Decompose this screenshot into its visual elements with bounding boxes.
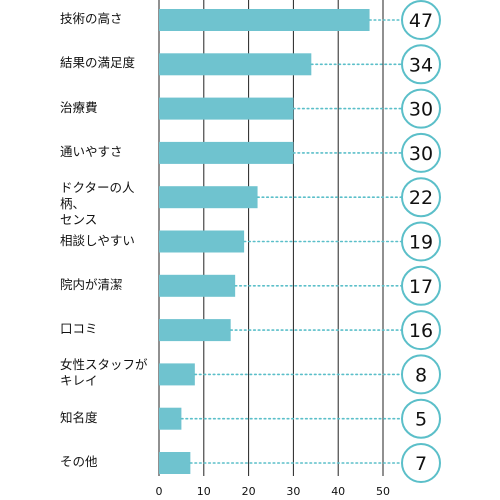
bar: [159, 319, 231, 342]
x-tick-label: 10: [197, 485, 211, 498]
category-label: 技術の高さ: [60, 11, 123, 26]
data-label: 30: [409, 143, 433, 165]
bar: [159, 53, 312, 76]
category-label: その他: [60, 454, 98, 469]
bar: [159, 97, 294, 120]
x-axis-ticks: 0 10 20 30 40 50: [156, 485, 391, 498]
category-label: 治療費: [60, 99, 98, 115]
category-label: 女性スタッフが キレイ: [60, 357, 148, 389]
value-bubble: [401, 265, 441, 306]
value-bubble: [401, 132, 441, 173]
data-label: 19: [409, 232, 433, 254]
data-label: 22: [409, 187, 433, 209]
data-label: 30: [409, 99, 433, 121]
value-bubble: [401, 221, 441, 262]
data-label: 34: [409, 54, 433, 76]
category-label: 相談しやすい: [60, 232, 135, 248]
x-tick-label: 50: [376, 485, 390, 498]
connectors-group: [180, 19, 403, 464]
data-label: 5: [415, 409, 427, 431]
gridlines: [158, 0, 384, 476]
value-bubble: [401, 310, 441, 351]
bar: [159, 363, 195, 386]
category-label: 口コミ: [60, 321, 98, 337]
bar: [159, 9, 370, 31]
value-bubble: [401, 354, 441, 395]
value-bubble: [401, 398, 441, 439]
value-bubble: [401, 88, 441, 129]
x-tick-label: 30: [286, 485, 300, 498]
data-label: 17: [409, 276, 433, 298]
bar: [159, 186, 258, 209]
data-label: 7: [415, 453, 427, 475]
bar: [159, 452, 191, 474]
value-bubble: [401, 443, 441, 483]
data-label: 47: [409, 10, 433, 32]
x-tick-label: 0: [156, 485, 163, 498]
value-bubble: [401, 0, 441, 40]
data-label: 8: [415, 364, 427, 386]
bar: [159, 407, 182, 430]
category-label: 知名度: [60, 409, 98, 425]
bar: [159, 141, 294, 164]
x-tick-label: 40: [331, 485, 345, 498]
bars-group: [159, 9, 370, 474]
value-bubble: [401, 44, 441, 85]
x-tick-label: 20: [242, 485, 256, 498]
value-bubbles-group: 47 34 30 30 22 19 17 16 8 5 7: [401, 0, 441, 483]
bar: [159, 230, 245, 253]
category-label: 院内が清潔: [60, 276, 123, 292]
category-label: 結果の満足度: [60, 55, 136, 71]
bar: [159, 274, 236, 297]
category-label: 通いやすさ: [60, 143, 123, 159]
category-label: ドクターの人柄、 センス: [60, 180, 135, 228]
data-label: 16: [409, 320, 433, 342]
value-bubble: [401, 177, 441, 218]
